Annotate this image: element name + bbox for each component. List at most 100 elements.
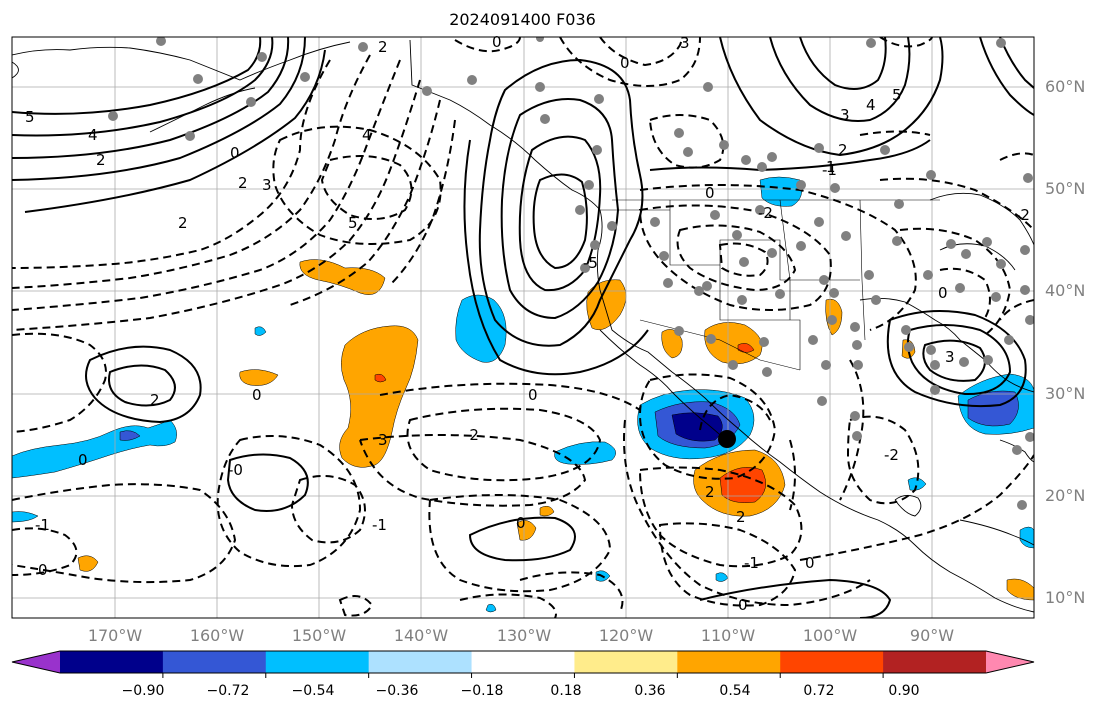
lon-label: 170°W [87, 626, 143, 645]
contour-label: 2 [150, 391, 160, 409]
lat-label: 40°N [1045, 281, 1086, 300]
contour-label: -1 [744, 554, 759, 572]
contour-label: 0 [938, 284, 948, 302]
colorbar-tick-label: 0.90 [888, 683, 920, 699]
shade-orange [661, 329, 683, 359]
shade-orange [1006, 578, 1034, 601]
contour-label: -2 [1015, 206, 1030, 224]
contour-label: -1 [822, 161, 837, 179]
shade-deep-sky-blue [759, 176, 802, 207]
shade-orange [339, 325, 419, 468]
colorbar [11, 650, 1035, 678]
shade-deep-sky-blue [254, 326, 267, 336]
map-content [12, 37, 1034, 618]
lat-label: 60°N [1045, 77, 1086, 96]
contour-label: 2 [178, 214, 188, 232]
contour-label: 2 [96, 151, 106, 169]
contour-label: 2 [238, 174, 248, 192]
contour-label: 0 [492, 33, 502, 51]
contour-label: 2 [705, 483, 715, 501]
colorbar-tick-label: −0.72 [206, 683, 250, 699]
contour-label: -2 [758, 204, 773, 222]
contours-dashed [12, 37, 1034, 618]
colorbar-swatch [574, 651, 678, 673]
contour-label: 4 [88, 126, 98, 144]
contour-label: -5 [583, 254, 598, 272]
lat-label: 50°N [1045, 179, 1086, 198]
colorbar-extend-min [12, 651, 60, 673]
colorbar-tick-label: −0.36 [375, 683, 419, 699]
contour-label: 5 [892, 86, 902, 104]
colorbar-outline [11, 650, 1035, 674]
shade-deep-sky-blue [485, 603, 497, 613]
contour-label: 0 [528, 386, 538, 404]
shade-navy [671, 412, 723, 442]
contour-label: 4 [362, 126, 372, 144]
contour-label: 0 [252, 386, 262, 404]
shade-royal-blue [967, 390, 1019, 427]
shade-orange [77, 555, 99, 572]
contour-label: 2 [736, 508, 746, 526]
contour-label: 2 [378, 38, 388, 56]
contour-label: 2 [838, 141, 848, 159]
shade-orange [704, 322, 763, 365]
lon-label: 160°W [189, 626, 245, 645]
shade-orange-red [374, 373, 387, 383]
contour-label: 0 [78, 451, 88, 469]
borders [600, 199, 940, 371]
contour-label: -1 [35, 516, 50, 534]
shade-royal-blue [119, 430, 141, 441]
colorbar-tick-label: −0.90 [121, 683, 165, 699]
lat-label: 30°N [1045, 384, 1086, 403]
contour-label: 3 [840, 106, 850, 124]
lon-label: 90°W [909, 626, 955, 645]
colorbar-swatch [60, 651, 164, 673]
colorbar-swatch [162, 651, 267, 673]
colorbar-tick-label: 0.72 [803, 683, 835, 699]
colorbar-swatch [780, 651, 884, 673]
colorbar-swatch [883, 651, 987, 673]
contour-label: 0 [516, 514, 526, 532]
shade-orange [299, 259, 386, 295]
contour-label: 3 [945, 348, 955, 366]
focus-point-marker [718, 430, 736, 448]
contour-label: 0 [230, 144, 240, 162]
negative-shading [12, 176, 1034, 613]
lat-label: 20°N [1045, 486, 1086, 505]
contour-label: 5 [25, 108, 35, 126]
contour-label: -1 [372, 516, 387, 534]
colorbar-swatch [677, 651, 781, 673]
lat-label: 10°N [1045, 588, 1086, 607]
graticule [12, 37, 1034, 618]
colorbar-tick-label: −0.54 [291, 683, 335, 699]
colorbar-swatch [471, 651, 575, 673]
contour-label: 0 [805, 554, 815, 572]
shade-orange [239, 369, 279, 386]
lon-label: 150°W [291, 626, 347, 645]
shade-orange-red [737, 343, 755, 353]
contour-label: 0 [705, 184, 715, 202]
contour-label: 0 [738, 596, 748, 614]
map-frame [11, 36, 1035, 619]
lon-label: 130°W [496, 626, 552, 645]
station-markers [108, 37, 1034, 510]
contour-label: -2 [884, 446, 899, 464]
lon-label: 140°W [393, 626, 449, 645]
lon-label: 100°W [802, 626, 858, 645]
lon-label: 120°W [598, 626, 654, 645]
contour-label: 0 [620, 54, 630, 72]
colorbar-tick-label: 0.18 [550, 683, 582, 699]
colorbar-swatch [368, 651, 473, 673]
contour-label: 4 [866, 96, 876, 114]
shade-deep-sky-blue [455, 294, 507, 363]
colorbar-tick-label: 0.54 [719, 683, 751, 699]
contour-label: 3 [680, 34, 690, 52]
map-title: 2024091400 F036 [449, 10, 596, 29]
colorbar-swatch [265, 651, 370, 673]
lon-label: 110°W [700, 626, 756, 645]
contour-label: 3 [262, 176, 272, 194]
contour-label: -2 [464, 426, 479, 444]
colorbar-extend-max [986, 651, 1034, 673]
contour-label: 0 [38, 561, 48, 579]
